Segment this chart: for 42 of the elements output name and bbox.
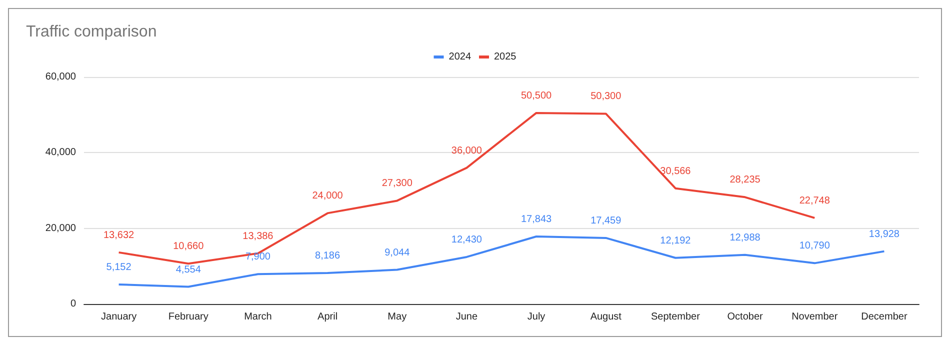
data-label: 17,843 (520, 214, 552, 225)
x-tick-label: March (244, 312, 272, 322)
data-label: 30,566 (660, 166, 692, 177)
x-tick-label: May (388, 312, 407, 322)
x-tick-label: April (318, 312, 338, 322)
x-tick-label: June (456, 312, 478, 322)
data-label: 9,044 (384, 247, 410, 258)
x-tick-label: January (101, 312, 137, 322)
data-label: 8,186 (315, 250, 340, 262)
data-label: 7,900 (245, 252, 271, 263)
x-tick-label: July (527, 312, 546, 322)
x-tick-label: December (861, 312, 908, 322)
y-tick-label: 0 (70, 298, 76, 310)
data-label: 5,152 (106, 262, 132, 274)
data-label: 13,632 (103, 230, 135, 241)
data-label: 12,192 (660, 235, 692, 246)
data-label: 13,386 (242, 230, 274, 242)
x-tick-label: October (727, 312, 764, 322)
data-label: 50,300 (590, 91, 622, 102)
y-tick-label: 40,000 (45, 147, 76, 158)
data-label: 12,988 (730, 232, 761, 244)
data-label: 36,000 (451, 145, 482, 156)
data-label: 17,459 (590, 215, 622, 226)
data-label: 24,000 (312, 190, 344, 202)
data-label: 27,300 (382, 178, 413, 190)
data-label: 4,554 (176, 264, 202, 276)
x-tick-label: August (590, 312, 622, 322)
data-label: 10,790 (799, 240, 830, 252)
data-label: 50,500 (520, 90, 552, 102)
data-label: 28,235 (730, 174, 761, 186)
data-label: 22,748 (799, 195, 830, 206)
x-tick-label: February (168, 312, 208, 322)
x-tick-label: September (650, 312, 701, 322)
legend-label: 2025 (494, 52, 517, 62)
data-label: 12,430 (451, 234, 482, 246)
data-label: 10,660 (173, 241, 204, 252)
y-tick-label: 20,000 (45, 222, 76, 234)
y-tick-label: 60,000 (45, 72, 76, 82)
x-tick-label: November (792, 312, 838, 322)
data-label: 13,928 (868, 228, 900, 240)
legend-label: 2024 (448, 52, 472, 62)
chart-title: Traffic comparison (26, 24, 157, 40)
